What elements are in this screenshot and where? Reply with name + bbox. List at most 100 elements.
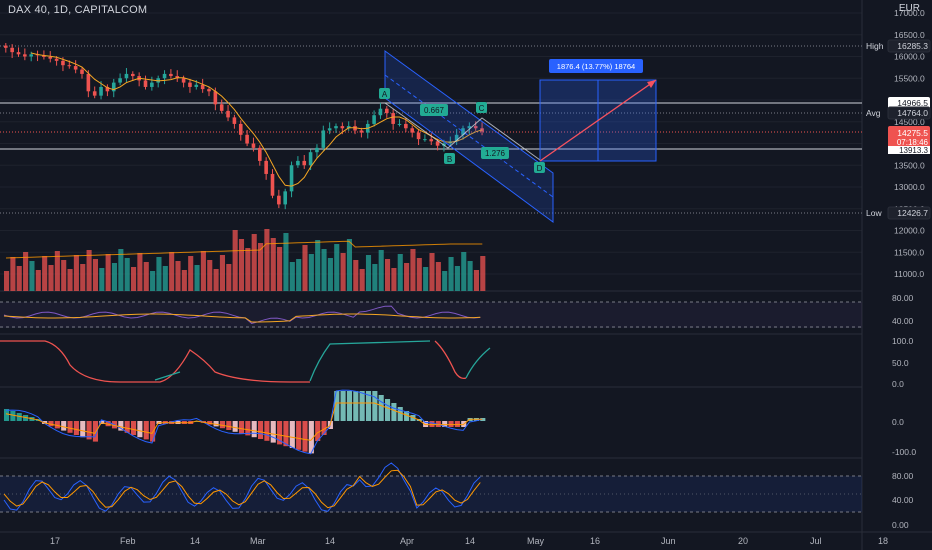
volume-bar [42,256,48,291]
abcd-point-a[interactable]: A [379,88,390,99]
volume-bar [194,265,200,291]
time-tick: Jun [661,536,676,546]
candle-body [232,117,237,124]
candle-body [473,126,478,129]
stoch-axis: 100.0 50.0 0.0 [892,336,914,389]
candle-body [467,126,472,129]
volume-bar [124,258,130,291]
candle-body [410,128,414,133]
candle-body [289,165,294,192]
volume-bar [378,250,384,291]
svg-text:High: High [866,41,884,51]
macd-bar [67,421,73,433]
volume-bar [245,248,251,291]
volume-bar [23,252,29,291]
candle-body [454,134,459,142]
volume-bar [289,262,295,291]
volume-bar [410,249,416,291]
volume-bar [54,251,60,291]
abcd-point-d[interactable]: D [534,162,545,173]
time-axis[interactable]: 17 Feb 14 Mar 14 Apr 14 May 16 Jun 20 Jul 18 [50,536,888,546]
abcd-point-b[interactable]: B [444,153,455,164]
projection-box[interactable]: 1876.4 (13.77%) 18764 [539,59,657,162]
volume-bar [308,254,314,291]
macd-bar [54,421,60,429]
macd-bar [277,421,283,445]
symbol-title[interactable]: DAX 40, 1D, CAPITALCOM [8,4,148,16]
candle-body [302,160,307,166]
volume-bar [454,266,460,291]
volume-ma-line [5,240,483,259]
time-tick: 17 [50,536,60,546]
volume-bar [232,230,238,291]
volume-bar [467,261,473,291]
volume-bar [188,256,194,291]
svg-text:Avg: Avg [866,108,881,118]
volume-bar [302,245,308,291]
currency-label[interactable]: EUR [898,3,920,14]
macd-signal-line [5,402,483,441]
candle-body [346,126,351,129]
candle-body [80,69,84,74]
volume-bar [16,266,22,291]
candle-body [378,108,383,116]
volume-bar [264,229,270,291]
candle-body [213,91,218,105]
volume-bar [346,239,352,291]
volume-bar [61,260,67,291]
price-tick: 15500.0 [894,73,925,83]
osc-pane [0,462,862,513]
volume-bar [283,233,289,291]
svg-text:50.0: 50.0 [892,358,909,368]
macd-bar [86,421,92,440]
volume-bar [131,267,137,291]
svg-text:12426.7: 12426.7 [897,208,928,218]
macd-bar [4,409,10,421]
volume-bar [105,254,111,291]
macd-bar [454,421,460,427]
candle-body [226,110,230,118]
price-tick: 17000.0 [894,8,925,18]
candle-body [270,173,275,196]
volume-bar [92,259,98,291]
svg-text:0.0: 0.0 [892,417,904,427]
high-label: High 16285.3 [866,39,931,53]
volume-bar [29,261,35,291]
point-a-label: A [382,90,388,99]
macd-bar [334,391,340,421]
volume-bar [251,234,257,291]
candle-body [321,130,326,148]
candle-body [277,195,281,205]
macd-bar [226,421,232,430]
macd-bar [92,421,98,442]
svg-text:16285.3: 16285.3 [897,41,928,51]
abcd-point-c[interactable]: C [476,102,487,113]
macd-bar [385,399,391,421]
candle-body [86,73,91,92]
macd-bar [340,391,346,421]
volume-bar [423,267,429,291]
macd-line [5,389,483,455]
volume-bar [321,249,327,291]
time-tick: 14 [190,536,200,546]
abcd-pattern[interactable] [384,50,554,223]
macd-bar [296,421,302,450]
candle-body [124,73,129,79]
macd-bar [308,421,314,454]
volume-bar [143,262,149,291]
candle-body [111,82,116,92]
volume-bar [181,270,187,291]
low-label: Low 12426.7 [866,206,931,220]
candle-body [251,143,256,148]
candle-body [461,128,465,135]
candle-body [327,128,332,131]
candle-body [188,82,192,87]
volume-bar [238,239,245,291]
macd-bar [80,421,86,438]
volume-bar [207,260,213,291]
volume-bar [397,254,403,291]
candle-body [359,130,364,133]
svg-text:40.00: 40.00 [892,316,914,326]
volume-bar [315,240,321,291]
